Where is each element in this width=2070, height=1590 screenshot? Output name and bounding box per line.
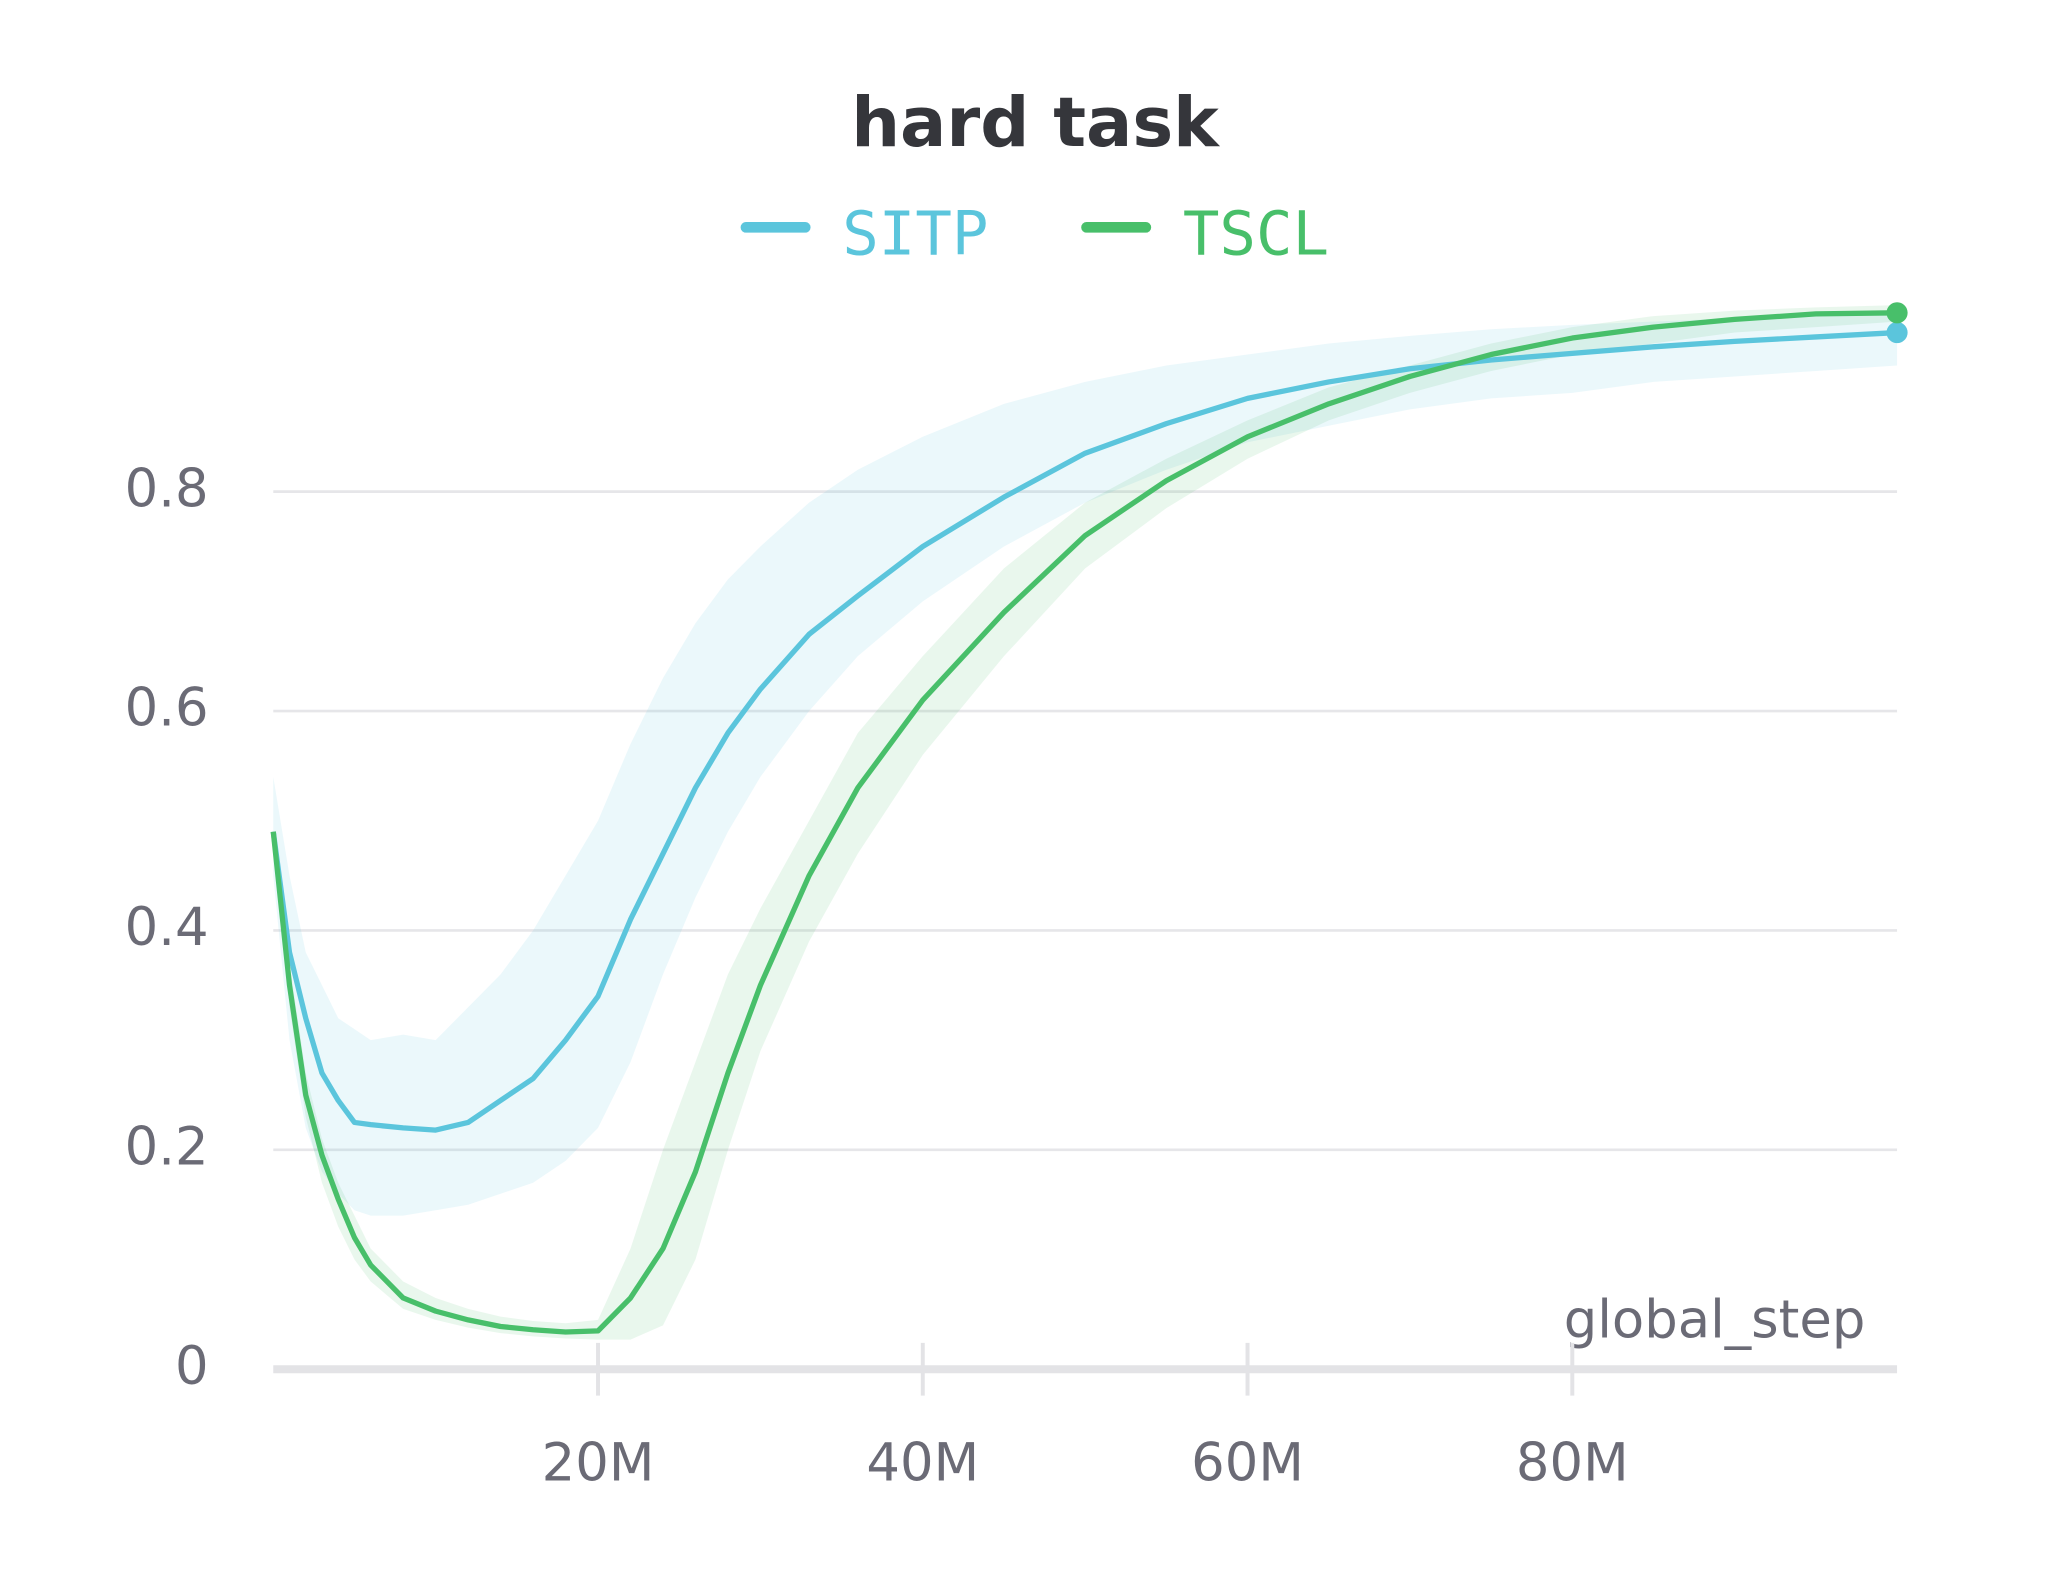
legend-label: SITP [842, 199, 988, 269]
y-tick-label: 0.8 [125, 458, 209, 519]
line [270, 310, 1898, 1335]
legend-label: TSCL [1183, 199, 1329, 269]
y-tick-label: 0.2 [125, 1116, 209, 1177]
chart-title: hard task [851, 83, 1220, 163]
x-tick-label: 80M [1516, 1432, 1629, 1493]
x-tick-label: 20M [542, 1432, 655, 1493]
y-tick-label: 0 [175, 1336, 209, 1397]
end-dot [1886, 302, 1908, 324]
x-tick-label: 40M [866, 1432, 979, 1493]
end-dot [1886, 321, 1908, 344]
x-tick-label: 60M [1191, 1432, 1304, 1493]
y-tick-label: 0.4 [125, 897, 209, 958]
y-tick-label: 0.6 [125, 678, 209, 739]
x-axis-label: global_step [1564, 1290, 1866, 1351]
band [273, 305, 1898, 1340]
band [273, 313, 1898, 1216]
